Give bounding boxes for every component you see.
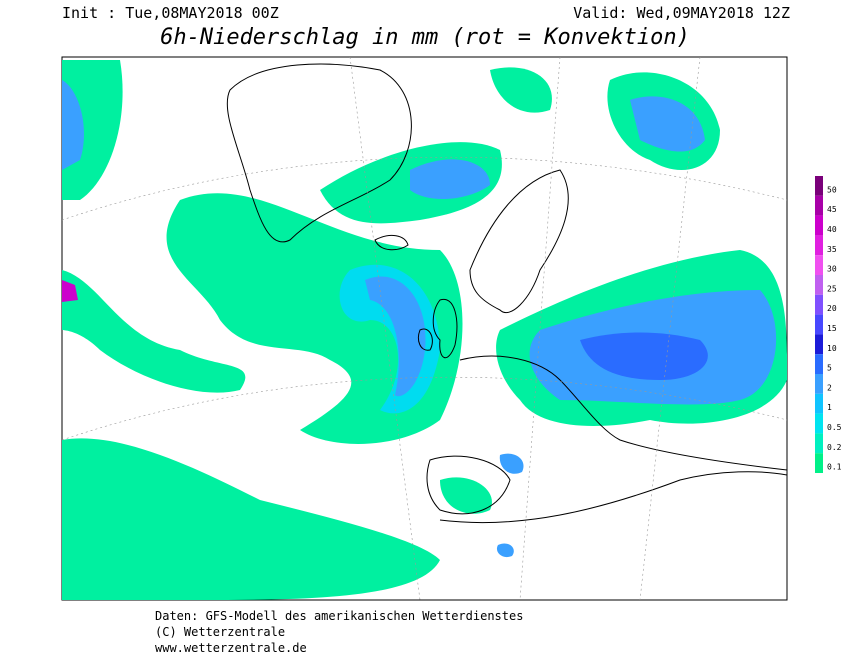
precip-area	[62, 60, 123, 200]
map-title: 6h-Niederschlag in mm (rot = Konvektion)	[160, 25, 690, 50]
legend-label: 1	[827, 403, 832, 412]
grid-line	[62, 376, 787, 441]
precip-area	[499, 453, 524, 474]
legend-label: 2	[827, 383, 832, 392]
valid-time: Valid: Wed,09MAY2018 12Z	[573, 4, 790, 22]
legend-label: 0.2	[827, 443, 842, 452]
precip-area	[630, 96, 705, 152]
legend-label: 25	[827, 284, 837, 293]
footer-line: (C) Wetterzentrale	[155, 625, 285, 639]
precip-field	[62, 60, 787, 600]
ireland	[417, 328, 433, 351]
precip-area	[440, 477, 492, 514]
footer-line: Daten: GFS-Modell des amerikanischen Wet…	[155, 609, 523, 623]
legend-swatch	[815, 393, 823, 414]
precip-area	[62, 280, 78, 302]
europe-coast	[459, 355, 787, 471]
init-time: Init : Tue,08MAY2018 00Z	[62, 4, 279, 22]
legend-swatch	[815, 195, 823, 216]
precip-area	[490, 67, 552, 113]
precip-area	[410, 159, 490, 200]
africa-coast	[439, 471, 787, 524]
color-legend: 50 45 40 35 30 25 20 15 10 5 2 1 0.5 0.2 0.1	[815, 176, 842, 473]
graticule	[62, 57, 787, 600]
precip-area	[62, 270, 246, 393]
grid-line	[62, 156, 787, 221]
precip-area	[166, 193, 463, 444]
legend-swatch	[815, 413, 823, 434]
legend-swatch	[815, 374, 823, 394]
legend-swatch	[815, 255, 823, 275]
coastlines	[226, 63, 787, 524]
iceland	[374, 234, 409, 251]
precip-area	[365, 276, 426, 397]
legend-swatch	[815, 433, 823, 454]
legend-label: 45	[827, 205, 837, 214]
legend-label: 50	[827, 185, 837, 194]
legend-label: 0.1	[827, 463, 842, 472]
legend-label: 40	[827, 225, 837, 234]
legend-label: 0.5	[827, 423, 842, 432]
precip-area	[496, 543, 514, 558]
legend-label: 35	[827, 245, 837, 254]
legend-swatch	[815, 235, 823, 256]
legend-label: 20	[827, 304, 837, 313]
legend-swatch	[815, 294, 823, 315]
legend-swatch	[815, 215, 823, 236]
precip-area	[62, 80, 84, 170]
iberia	[426, 455, 511, 515]
legend-swatch	[815, 334, 823, 355]
greenland	[226, 63, 412, 243]
grid-line	[349, 57, 421, 600]
british-isles	[432, 298, 458, 358]
grid-line	[639, 57, 701, 600]
legend-swatch	[815, 314, 823, 335]
legend-label: 15	[827, 324, 837, 333]
precip-area	[580, 332, 708, 380]
legend-swatch	[815, 176, 823, 196]
legend-swatch	[815, 453, 823, 473]
legend-label: 30	[827, 265, 837, 274]
precip-area	[62, 438, 440, 600]
grid-line	[519, 57, 561, 600]
legend-label: 10	[827, 344, 837, 353]
legend-swatch	[815, 354, 823, 374]
legend-swatch	[815, 275, 823, 295]
footer-line: www.wetterzentrale.de	[155, 641, 307, 655]
legend-label: 5	[827, 364, 832, 373]
scandinavia	[469, 169, 569, 313]
